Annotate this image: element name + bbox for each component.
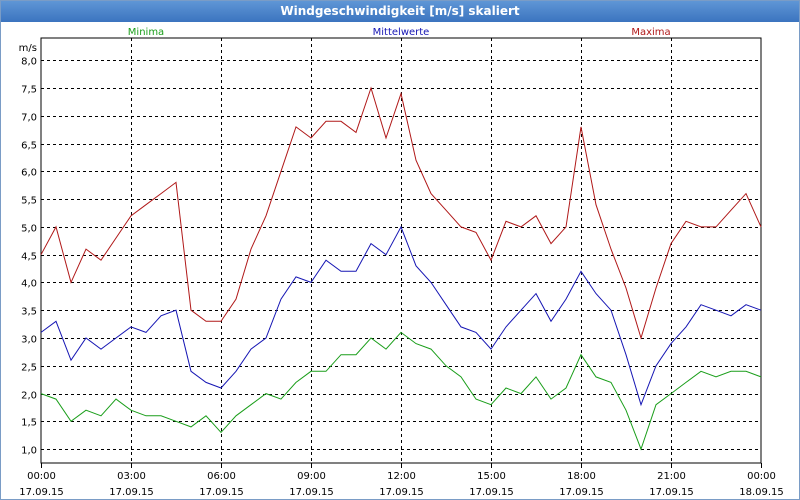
x-tick-time: 06:00 bbox=[207, 471, 236, 482]
window-title: Windgeschwindigkeit [m/s] skaliert bbox=[1, 1, 799, 22]
x-tick-date: 17.09.15 bbox=[469, 487, 514, 498]
x-tick-time: 00:00 bbox=[27, 471, 56, 482]
y-tick-label: 3,5 bbox=[21, 307, 37, 318]
y-tick-label: 1,0 bbox=[21, 446, 37, 457]
y-tick-label: 8,0 bbox=[21, 57, 37, 68]
legend-entry-maxima: Maxima bbox=[631, 27, 670, 38]
x-tick-date: 17.09.15 bbox=[199, 487, 244, 498]
x-tick-date: 17.09.15 bbox=[289, 487, 334, 498]
x-tick-date: 17.09.15 bbox=[379, 487, 424, 498]
legend-entry-minima: Minima bbox=[128, 27, 164, 38]
y-tick-label: 5,5 bbox=[21, 196, 37, 207]
y-tick-label: 2,5 bbox=[21, 363, 37, 374]
x-tick-time: 21:00 bbox=[657, 471, 686, 482]
y-tick-label: 7,0 bbox=[21, 113, 37, 124]
x-tick-date: 17.09.15 bbox=[559, 487, 604, 498]
x-tick-time: 15:00 bbox=[477, 471, 506, 482]
y-tick-label: 6,5 bbox=[21, 141, 37, 152]
x-tick-time: 03:00 bbox=[117, 471, 146, 482]
x-tick-date: 18.09.15 bbox=[739, 487, 784, 498]
y-tick-label: 4,5 bbox=[21, 252, 37, 263]
wind-speed-chart: 1,0 1,5 2,0 2,5 3,0 3,5 4,0 4,5 5,0 5,5 6,0 6,5 7,0 7… bbox=[19, 27, 784, 498]
y-tick-label: 7,5 bbox=[21, 85, 37, 96]
x-tick-date: 17.09.15 bbox=[19, 487, 64, 498]
y-tick-label: 3,0 bbox=[21, 335, 37, 346]
x-tick-date: 17.09.15 bbox=[109, 487, 154, 498]
y-axis-unit: m/s bbox=[19, 43, 37, 54]
y-tick-label: 2,0 bbox=[21, 391, 37, 402]
legend-entry-mittelwerte: Mittelwerte bbox=[373, 27, 430, 38]
y-tick-label: 6,0 bbox=[21, 168, 37, 179]
series-line-mittelwerte bbox=[40, 225, 762, 407]
y-tick-label: 5,0 bbox=[21, 224, 37, 235]
x-tick-time: 18:00 bbox=[567, 471, 596, 482]
series-line-minima bbox=[40, 331, 762, 451]
x-tick-time: 00:00 bbox=[747, 471, 776, 482]
y-tick-label: 1,5 bbox=[21, 418, 37, 429]
series-line-maxima bbox=[40, 86, 762, 340]
x-tick-time: 12:00 bbox=[387, 471, 416, 482]
y-tick-label: 4,0 bbox=[21, 279, 37, 290]
x-tick-date: 17.09.15 bbox=[649, 487, 694, 498]
x-tick-time: 09:00 bbox=[297, 471, 326, 482]
